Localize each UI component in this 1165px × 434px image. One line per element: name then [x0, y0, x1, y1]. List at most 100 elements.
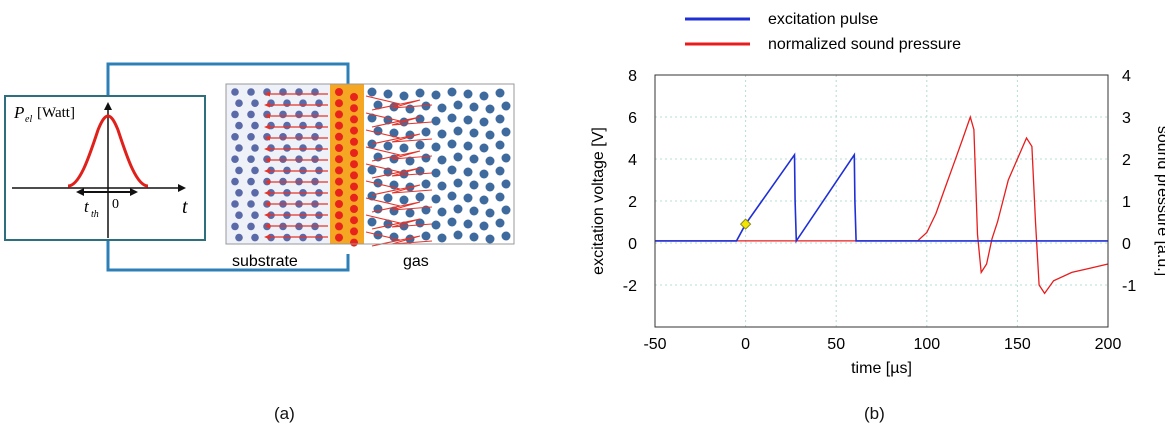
heat-arrowhead — [264, 102, 270, 108]
panel-b-chart: excitation pulse normalized sound pressu… — [590, 11, 1165, 377]
gas-molecule — [453, 230, 463, 240]
heat-arrowhead — [264, 190, 270, 196]
substrate-atom — [251, 99, 259, 107]
gas-molecule — [469, 206, 479, 216]
circuit-wire — [106, 62, 350, 96]
circuit-wire-bottom — [106, 240, 350, 272]
heater-atom — [350, 216, 358, 225]
gas-molecule — [415, 88, 425, 98]
gas-molecule — [463, 167, 473, 177]
substrate-atom — [247, 88, 255, 96]
gas-molecule — [463, 219, 473, 229]
heater-atom — [335, 200, 343, 208]
heater-atom — [335, 155, 343, 164]
heater-atom — [350, 227, 358, 236]
gas-molecule — [469, 128, 479, 138]
substrate-atom — [251, 233, 259, 242]
y-tick-label-right: 4 — [1122, 68, 1131, 85]
substrate-atom — [295, 155, 303, 163]
substrate-atom — [231, 133, 239, 141]
substrate-atom — [251, 121, 259, 130]
gas-molecule — [437, 207, 447, 217]
heat-arrowhead — [264, 168, 270, 174]
heat-flow-arrows — [264, 91, 433, 247]
gas-molecule — [479, 117, 489, 127]
heater-atom — [335, 211, 343, 220]
gas-molecule — [367, 113, 377, 123]
gas-molecule — [367, 165, 377, 175]
gas-molecule — [485, 234, 495, 244]
substrate-atom — [311, 155, 319, 163]
panel-b-caption: (b) — [864, 404, 885, 423]
gas-molecule — [415, 192, 425, 202]
gas-molecule — [373, 126, 383, 136]
substrate-atom — [315, 99, 323, 107]
heat-arrowhead — [264, 146, 270, 152]
gas-molecule — [479, 221, 489, 231]
gas-molecule — [437, 233, 447, 243]
heater-atom — [350, 182, 358, 191]
gas-collision-path — [365, 180, 433, 196]
gas-collision-path — [365, 112, 433, 128]
x-tick-label: 200 — [1095, 336, 1122, 353]
gas-molecule — [415, 114, 425, 124]
time-zero-label: 0 — [112, 197, 119, 212]
substrate-atom — [235, 144, 243, 152]
gas-molecule — [405, 156, 415, 166]
x-tick-label: -50 — [643, 336, 666, 353]
heating-pulse-curve — [67, 114, 149, 188]
heater-atom — [335, 99, 343, 108]
substrate-atom — [299, 166, 307, 175]
gas-molecule — [447, 87, 457, 97]
gas-collision-path — [365, 197, 433, 213]
heat-arrowhead — [264, 201, 270, 207]
heater-atom — [350, 137, 358, 146]
layer-structure — [225, 83, 515, 247]
gas-molecule — [383, 141, 393, 151]
heater-atom — [335, 88, 343, 96]
heater-atom — [335, 132, 343, 141]
y-tick-label-left: -2 — [623, 278, 637, 295]
gas-molecule — [431, 116, 441, 126]
y-axis-unit: [Watt] — [37, 105, 75, 121]
gas-molecule — [485, 130, 495, 140]
gas-molecule — [479, 143, 489, 153]
heater-atom — [335, 121, 343, 130]
y-tick-label-right: 1 — [1122, 194, 1131, 211]
gas-molecule — [437, 129, 447, 139]
substrate-atom — [247, 155, 255, 163]
gas-collision-path — [365, 214, 433, 230]
gas-molecule — [421, 231, 431, 241]
substrate-atom — [231, 110, 239, 119]
heat-arrowhead — [264, 179, 270, 185]
heater-atom — [350, 93, 358, 101]
gas-molecule — [501, 127, 511, 137]
gas-molecule — [495, 166, 505, 176]
gas-molecule — [495, 88, 505, 98]
substrate-atom — [283, 121, 291, 130]
trigger-marker — [739, 218, 752, 230]
gas-molecule — [367, 217, 377, 227]
gas-molecule — [405, 208, 415, 218]
gas-molecule — [485, 208, 495, 218]
substrate-atom — [247, 133, 255, 141]
gas-label: gas — [403, 253, 429, 270]
gas-molecule — [437, 155, 447, 165]
y-tick-label-left: 6 — [628, 110, 637, 127]
pulse-width-subscript: th — [91, 209, 99, 220]
gas-molecule — [405, 104, 415, 114]
gas-molecule — [495, 114, 505, 124]
heater-atom — [350, 238, 358, 247]
y-axis-label-right: sound pressure [a.u.] — [1154, 126, 1165, 276]
y-axis-arrowhead — [104, 102, 112, 110]
gas-molecule — [431, 142, 441, 152]
panel-a-diagram: P el [Watt] t t th 0 substrate gas — [4, 62, 515, 272]
gas-molecule — [479, 169, 489, 179]
gas-molecule — [431, 194, 441, 204]
pulse-width-symbol: t — [84, 197, 90, 216]
y-tick-label-left: 8 — [628, 68, 637, 85]
gas-molecule — [479, 91, 489, 101]
heat-arrowhead — [264, 157, 270, 163]
series-line-sound-pressure — [655, 114, 1109, 295]
heater-atom — [335, 222, 343, 231]
